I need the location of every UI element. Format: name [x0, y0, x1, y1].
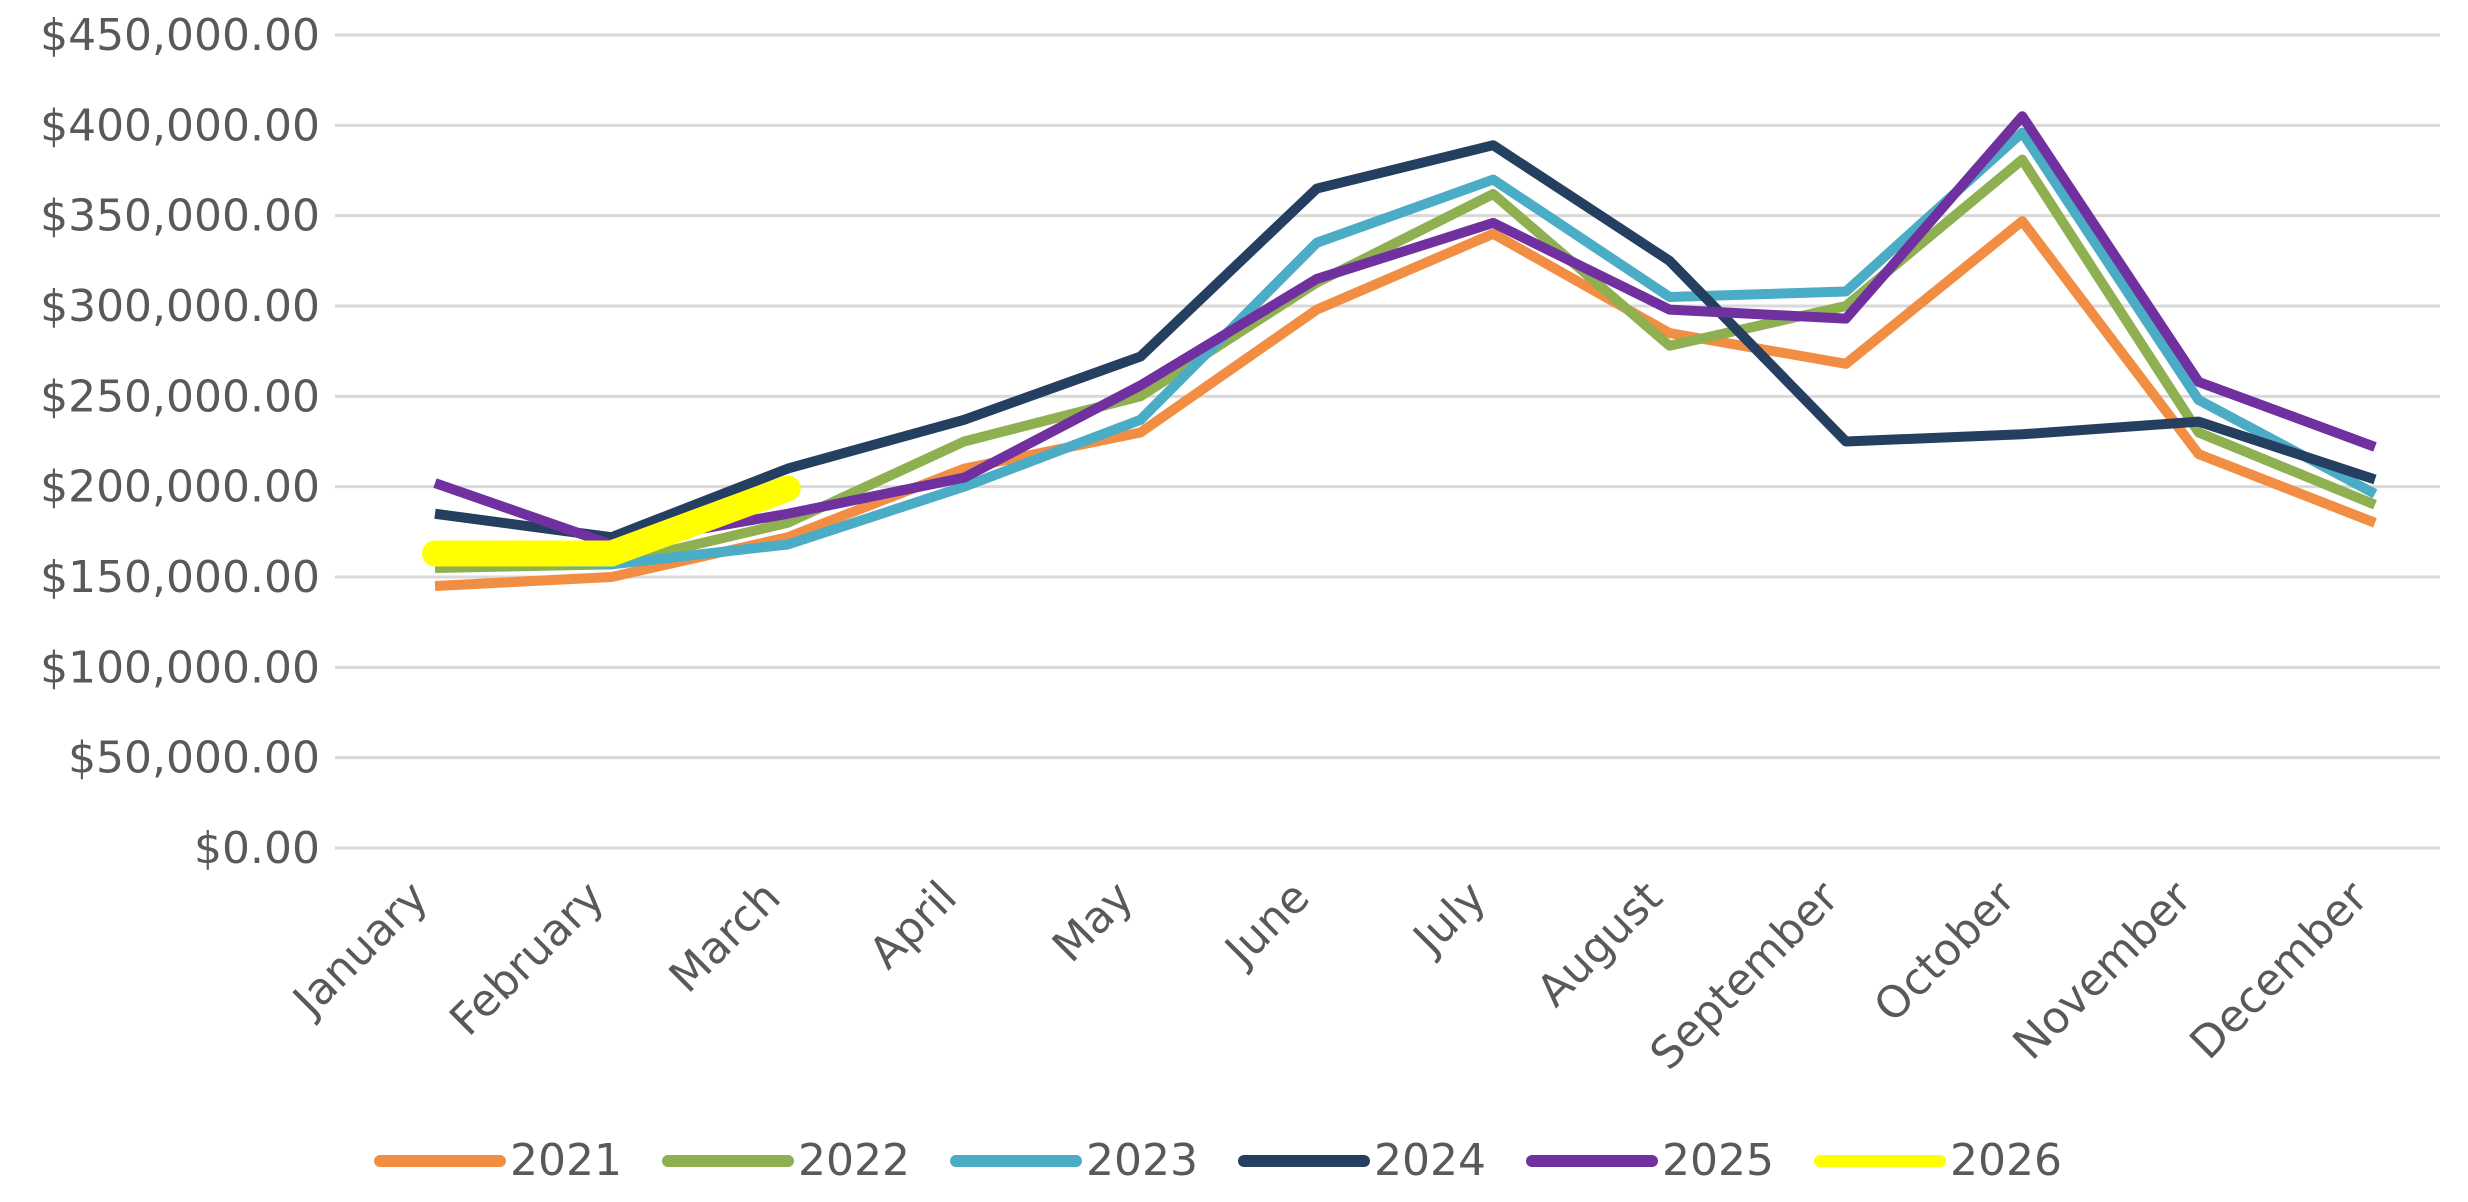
- legend-label-2023: 2023: [1086, 1135, 1198, 1186]
- x-tick-label: December: [2180, 871, 2378, 1069]
- y-tick-label: $400,000.00: [40, 100, 320, 151]
- gridlines: [335, 33, 2440, 850]
- x-tick-label: May: [1043, 872, 1143, 972]
- x-tick-label: January: [282, 872, 438, 1028]
- series-lines: [422, 111, 2378, 592]
- x-tick-label: July: [1402, 872, 1496, 966]
- x-tick-label: February: [440, 872, 614, 1046]
- y-tick-label: $250,000.00: [40, 371, 320, 422]
- series-line-2022: [434, 154, 2377, 573]
- legend-label-2025: 2025: [1662, 1135, 1774, 1186]
- x-tick-label: March: [660, 872, 791, 1003]
- legend-label-2024: 2024: [1374, 1135, 1486, 1186]
- legend-label-2021: 2021: [510, 1135, 622, 1186]
- series-line-2024: [434, 140, 2377, 543]
- y-tick-label: $450,000.00: [40, 10, 320, 61]
- x-tick-label: September: [1641, 871, 1850, 1080]
- x-tick-label: August: [1527, 872, 1672, 1017]
- series-line-2025: [433, 111, 2377, 550]
- y-tick-label: $150,000.00: [40, 552, 320, 603]
- y-axis-ticks: $0.00 $50,000.00 $100,000.00 $150,000.00 $20…: [40, 10, 320, 874]
- legend-label-2022: 2022: [798, 1135, 910, 1186]
- legend: 2021 2022 2023 2024 2025 2026: [374, 1135, 2062, 1186]
- x-tick-label: June: [1214, 872, 1320, 978]
- x-axis-ticks: January February March April May June July Augu…: [282, 871, 2379, 1080]
- series-line-2026: [422, 475, 801, 567]
- x-tick-label: October: [1864, 871, 2025, 1032]
- y-tick-label: $50,000.00: [68, 733, 320, 784]
- y-tick-label: $100,000.00: [40, 642, 320, 693]
- series-line-2021: [434, 216, 2377, 592]
- series-line-2023: [434, 127, 2378, 570]
- y-tick-label: $350,000.00: [40, 191, 320, 242]
- y-tick-label: $200,000.00: [40, 462, 320, 513]
- legend-label-2026: 2026: [1950, 1135, 2062, 1186]
- x-tick-label: November: [2003, 871, 2202, 1070]
- y-tick-label: $300,000.00: [40, 281, 320, 332]
- y-tick-label: $0.00: [194, 823, 320, 874]
- x-tick-label: April: [860, 872, 967, 979]
